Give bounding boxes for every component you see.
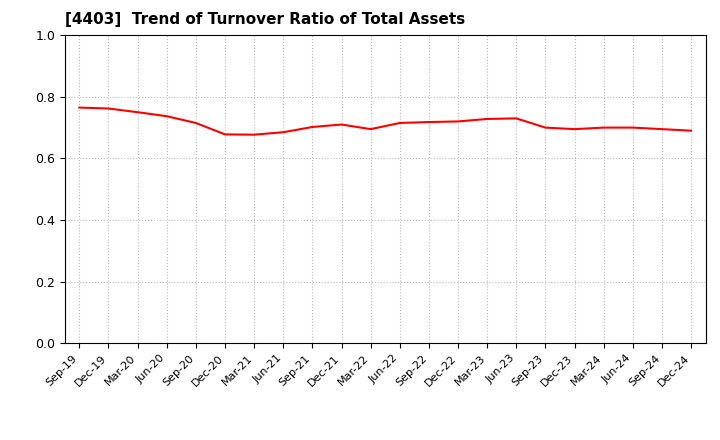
Text: [4403]  Trend of Turnover Ratio of Total Assets: [4403] Trend of Turnover Ratio of Total …: [65, 12, 465, 27]
